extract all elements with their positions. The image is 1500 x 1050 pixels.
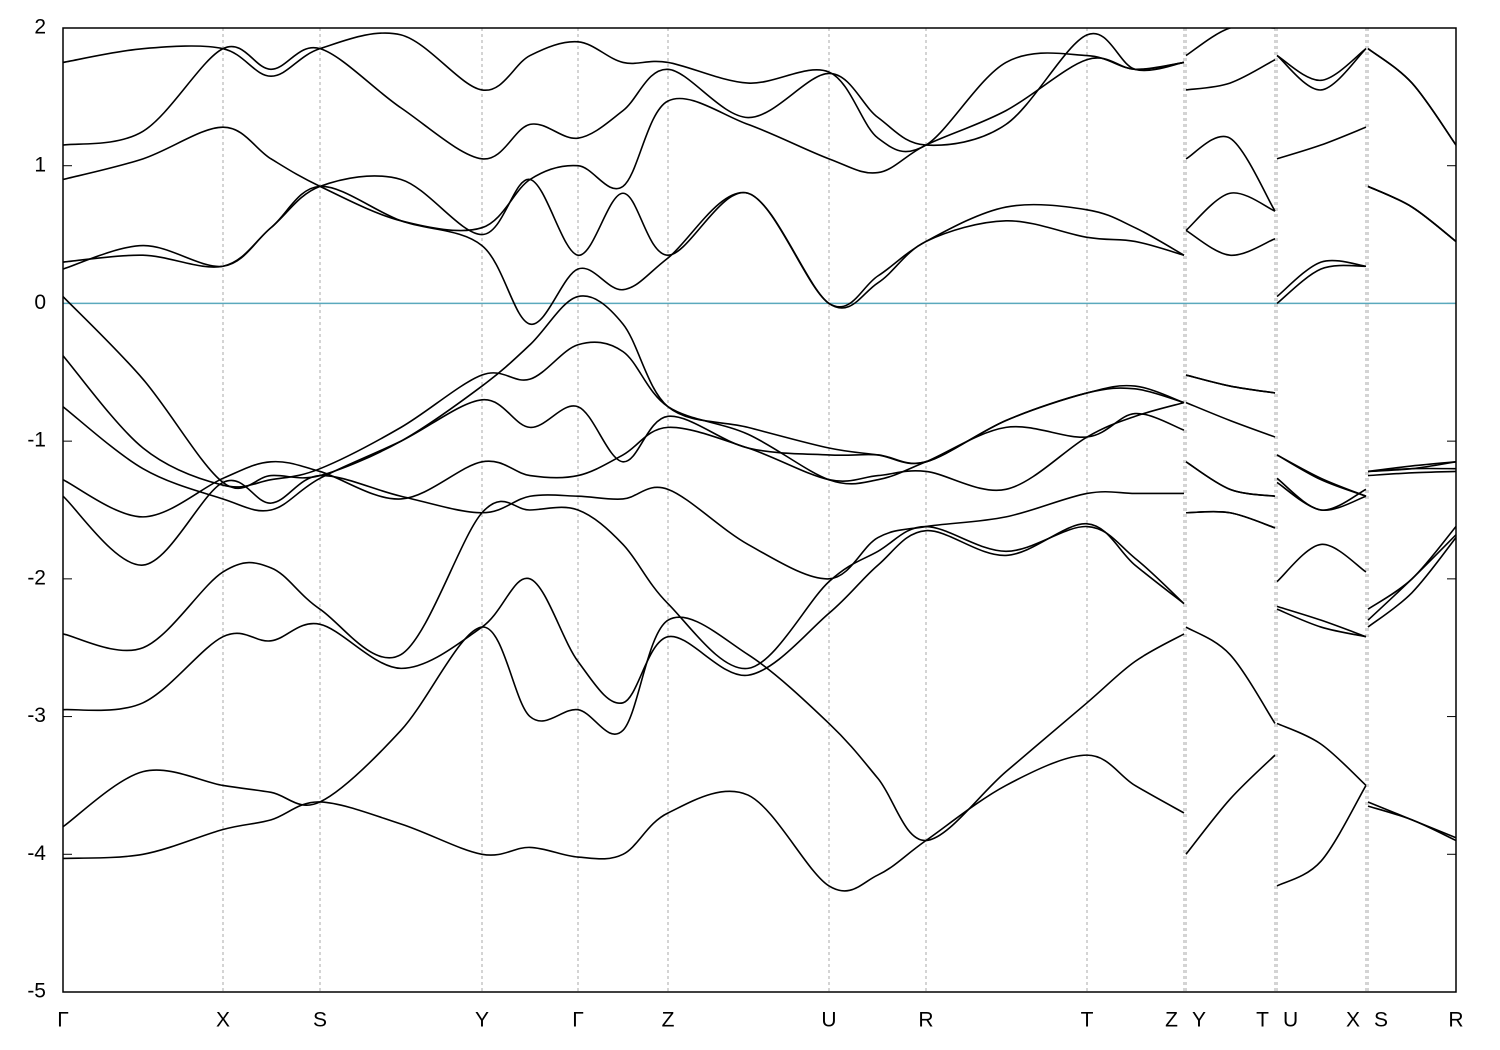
band-line [63, 341, 1456, 511]
x-tick-label: Z [1165, 1009, 1178, 1032]
x-tick-label: Z [662, 1009, 675, 1032]
y-tick-label: -2 [27, 566, 46, 589]
band-line [63, 32, 1456, 160]
x-tick-label: R [1448, 1009, 1463, 1032]
x-tick-label: X [216, 1009, 230, 1032]
x-tick-label: X [1346, 1009, 1360, 1032]
band-line [63, 175, 1456, 308]
y-tick-label: -4 [27, 842, 46, 865]
band-line [63, 461, 1456, 638]
band-line [63, 500, 1456, 670]
x-tick-label: U [821, 1009, 836, 1032]
y-tick-label: 0 [34, 291, 46, 314]
band-line [63, 384, 1456, 512]
band-line [63, 510, 1456, 712]
band-line [63, 754, 1456, 892]
band-line [63, 374, 1456, 518]
x-tick-label: Γ [57, 1009, 69, 1032]
y-tick-label: -3 [27, 704, 46, 727]
x-tick-label: U [1283, 1009, 1298, 1032]
y-tick-label: 1 [34, 153, 46, 176]
band-line [63, 616, 1456, 842]
x-tick-label: S [1374, 1009, 1388, 1032]
plot-frame [62, 27, 1457, 993]
x-tick-label: Y [1192, 1009, 1206, 1032]
band-line [63, 185, 1456, 325]
band-line [63, 28, 1456, 153]
x-tick-label: Y [475, 1009, 489, 1032]
x-tick-label: Γ [572, 1009, 584, 1032]
x-tick-label: R [918, 1009, 933, 1032]
x-tick-label: T [1081, 1009, 1094, 1032]
x-tick-label: T [1256, 1009, 1269, 1032]
y-tick-label: -1 [27, 429, 46, 452]
y-tick-label: -5 [27, 980, 46, 1003]
x-tick-label: S [313, 1009, 327, 1032]
y-tick-label: 2 [34, 16, 46, 39]
band-line [63, 57, 1456, 243]
band-line [63, 295, 1456, 497]
